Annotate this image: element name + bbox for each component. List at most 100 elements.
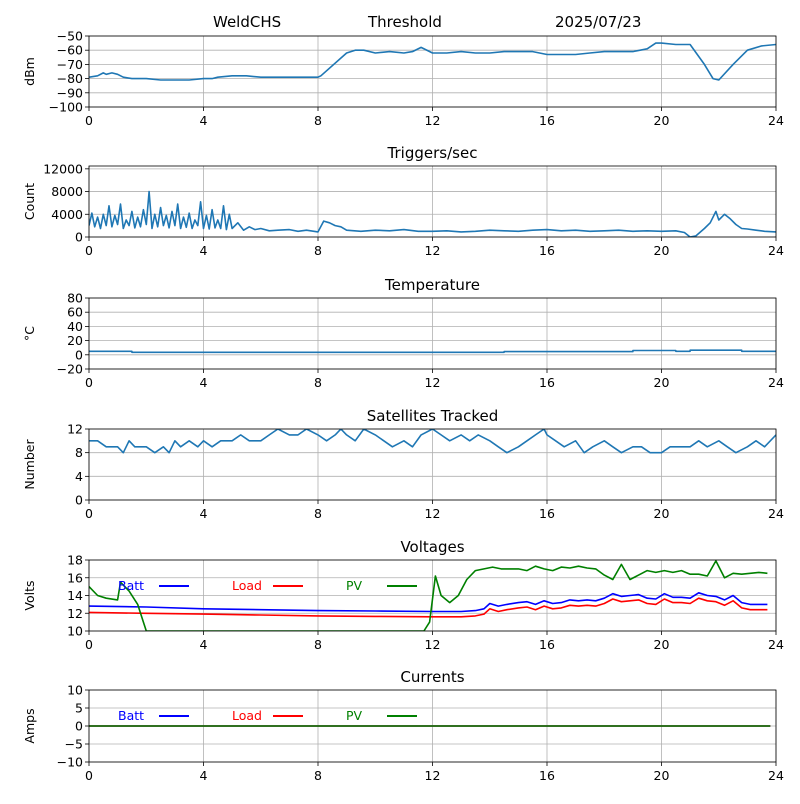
x-tick-label: 20: [654, 113, 670, 128]
x-tick-label: 16: [539, 506, 555, 521]
y-tick-label: 4000: [51, 207, 83, 222]
series-line-1: [89, 42, 776, 81]
plot-frame: [88, 689, 777, 763]
plot-frame: [88, 559, 777, 632]
y-tick-label: 12: [67, 422, 83, 437]
y-tick-label: −90: [57, 85, 83, 100]
x-tick-label: 0: [85, 506, 93, 521]
chart-title: Currents: [400, 668, 464, 686]
x-tick-label: 16: [539, 113, 555, 128]
header-mode: Threshold: [367, 13, 442, 31]
x-tick-label: 0: [85, 113, 93, 128]
y-tick-label: 80: [67, 291, 83, 306]
x-tick-label: 4: [200, 113, 208, 128]
x-tick-label: 12: [425, 768, 441, 783]
series-line-batt: [89, 592, 768, 613]
chart-panel-2: 0 4 8 12 16 20 24 0 4000 8000 12000 Triggers/sec Cou…: [22, 144, 784, 258]
x-tick-label: 20: [654, 375, 670, 390]
chart-panel-4: 0 4 8 12 16 20 24 0 4 8 12 Satellites Tracked Number: [22, 407, 784, 521]
x-tick-label: 24: [768, 637, 784, 652]
series-line-1: [89, 190, 776, 237]
legend-label-batt: Batt: [118, 578, 144, 593]
x-tick-label: 0: [85, 768, 93, 783]
x-tick-label: 20: [654, 637, 670, 652]
y-tick-label: 16: [67, 570, 83, 585]
x-tick-label: 20: [654, 768, 670, 783]
y-axis-label: dBm: [22, 57, 37, 86]
x-tick-label: 0: [85, 243, 93, 258]
plot-frame: [88, 165, 777, 238]
x-tick-label: 4: [200, 506, 208, 521]
plot-frame: [88, 297, 777, 370]
x-tick-label: 4: [200, 243, 208, 258]
y-tick-label: 8000: [51, 184, 83, 199]
x-tick-label: 24: [768, 243, 784, 258]
y-tick-label: 18: [67, 553, 83, 568]
x-tick-label: 12: [425, 506, 441, 521]
x-tick-label: 8: [314, 113, 322, 128]
x-tick-label: 24: [768, 768, 784, 783]
x-tick-label: 16: [539, 243, 555, 258]
chart-panel-6: 0 4 8 12 16 20 24 −10 −5 0 5 10 Currents Amps Batt Load…: [22, 668, 784, 783]
x-tick-label: 24: [768, 113, 784, 128]
y-tick-label: 8: [75, 445, 83, 460]
chart-title: Voltages: [400, 538, 464, 556]
legend-label-load: Load: [232, 708, 262, 723]
y-tick-label: −5: [65, 737, 83, 752]
legend-label-pv: PV: [346, 578, 363, 593]
y-axis-label: °C: [22, 326, 37, 341]
chart-panel-5: 0 4 8 12 16 20 24 10 12 14 16 18 Voltages Volts Batt Lo…: [22, 538, 784, 652]
plot-frame: [88, 428, 777, 501]
x-tick-label: 16: [539, 768, 555, 783]
y-tick-label: −10: [57, 755, 83, 770]
x-tick-label: 4: [200, 375, 208, 390]
x-tick-label: 20: [654, 243, 670, 258]
x-tick-label: 4: [200, 768, 208, 783]
y-tick-label: −50: [57, 29, 83, 44]
x-tick-label: 20: [654, 506, 670, 521]
y-tick-label: 10: [67, 683, 83, 698]
y-tick-label: 0: [75, 230, 83, 245]
y-tick-label: −70: [57, 57, 83, 72]
y-tick-label: 10: [67, 624, 83, 639]
y-tick-label: 4: [75, 469, 83, 484]
y-tick-label: 0: [75, 719, 83, 734]
x-tick-label: 0: [85, 375, 93, 390]
y-tick-label: 0: [75, 493, 83, 508]
chart-title: Temperature: [384, 276, 480, 294]
x-tick-label: 16: [539, 375, 555, 390]
chart-title: Satellites Tracked: [367, 407, 498, 425]
y-tick-label: 12000: [43, 161, 83, 176]
header-date: 2025/07/23: [555, 13, 641, 31]
y-axis-label: Amps: [22, 708, 37, 743]
x-tick-label: 12: [425, 243, 441, 258]
y-tick-label: −20: [57, 362, 83, 377]
y-axis-label: Volts: [22, 580, 37, 610]
x-tick-label: 8: [314, 768, 322, 783]
x-tick-label: 0: [85, 637, 93, 652]
y-tick-label: −80: [57, 71, 83, 86]
y-tick-label: 0: [75, 347, 83, 362]
series-line-1: [89, 349, 776, 354]
x-tick-label: 8: [314, 506, 322, 521]
y-tick-label: −60: [57, 43, 83, 58]
x-tick-label: 12: [425, 375, 441, 390]
y-tick-label: 12: [67, 606, 83, 621]
x-tick-label: 24: [768, 506, 784, 521]
x-tick-label: 24: [768, 375, 784, 390]
series-line-pv: [89, 560, 768, 631]
y-tick-label: 60: [67, 305, 83, 320]
plot-frame: [88, 35, 777, 108]
x-tick-label: 16: [539, 637, 555, 652]
series-line-1: [89, 429, 776, 454]
chart-panel-1: 0 4 8 12 16 20 24 −100−90−80−70−60−50 dBm: [22, 29, 784, 129]
legend-label-pv: PV: [346, 708, 363, 723]
y-axis-label: Count: [22, 183, 37, 220]
x-tick-label: 8: [314, 243, 322, 258]
chart-title: Triggers/sec: [387, 144, 478, 162]
y-axis-label: Number: [22, 439, 37, 490]
x-tick-label: 8: [314, 375, 322, 390]
y-tick-label: −100: [49, 100, 83, 115]
